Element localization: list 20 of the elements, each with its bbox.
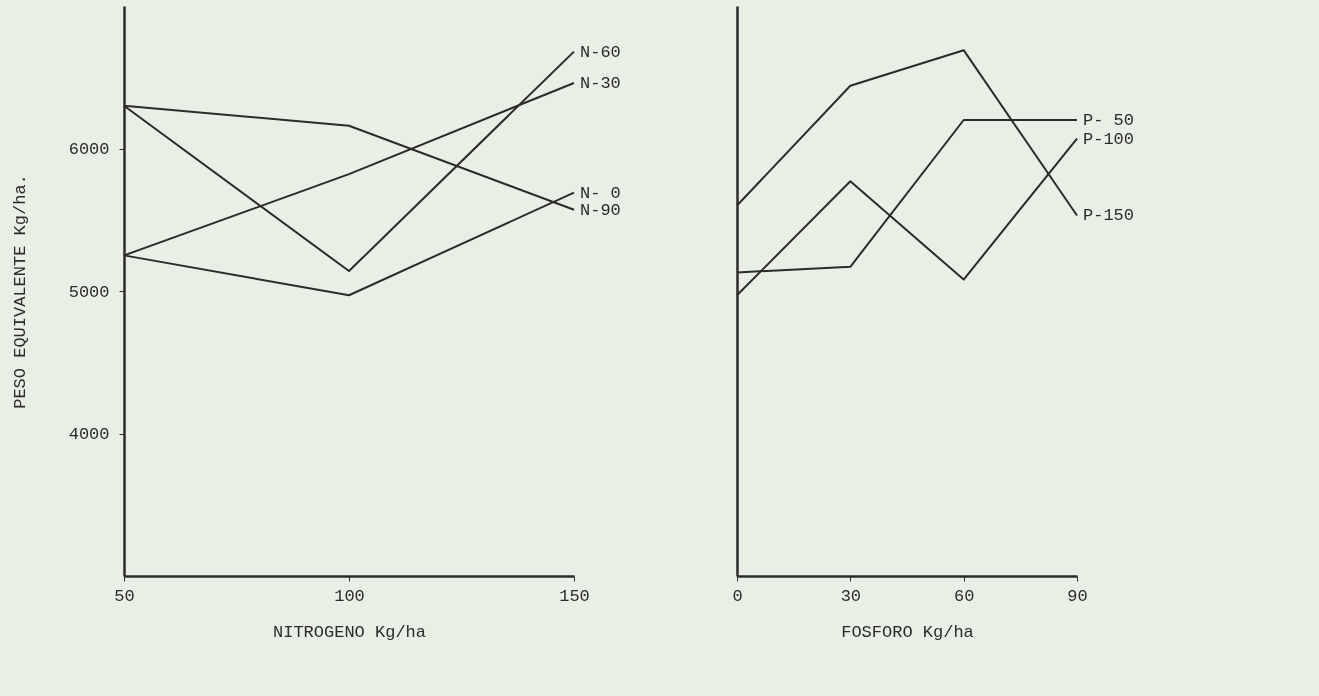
x-tick-label: 90 xyxy=(1067,586,1088,606)
y-tick-label: 4000 xyxy=(68,425,110,444)
x-tick-label: 60 xyxy=(953,586,975,606)
series-label: P-100 xyxy=(1083,129,1135,149)
x-tick-label: 30 xyxy=(840,586,862,606)
x-axis-title: NITROGENO Kg/ha xyxy=(272,622,427,642)
series-label: N-90 xyxy=(580,200,621,220)
series-label: N-60 xyxy=(580,42,621,62)
x-tick-label: 50 xyxy=(114,586,135,606)
series-label: N-30 xyxy=(580,73,621,93)
y-tick-label: 6000 xyxy=(68,140,110,159)
series-label: N- 0 xyxy=(580,183,621,203)
series-label: P- 50 xyxy=(1083,111,1135,130)
y-tick-label: 5000 xyxy=(68,282,110,302)
x-tick-label: 0 xyxy=(732,586,743,606)
y-axis-title: PESO EQUIVALENTE Kg/ha. xyxy=(10,174,30,409)
series-label: P-150 xyxy=(1083,206,1135,226)
x-axis-title: FOSFORO Kg/ha xyxy=(841,622,974,642)
x-tick-label: 150 xyxy=(559,586,590,606)
x-tick-label: 100 xyxy=(334,586,365,606)
